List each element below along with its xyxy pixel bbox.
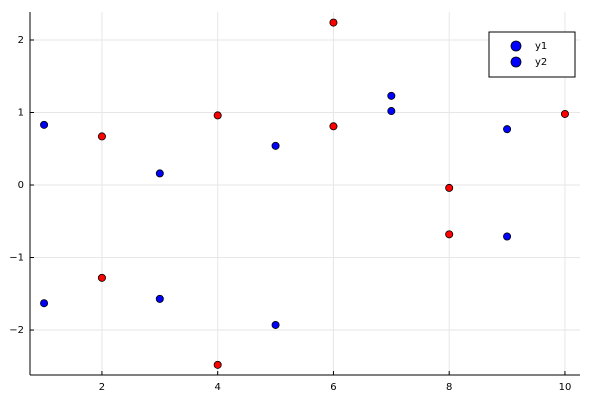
point bbox=[213, 111, 222, 120]
point bbox=[445, 230, 454, 239]
point bbox=[213, 360, 222, 369]
y-tick-label: 0 bbox=[18, 180, 24, 191]
point bbox=[97, 273, 106, 282]
y-tick-label: −1 bbox=[9, 253, 24, 264]
point bbox=[329, 122, 338, 131]
y-tick-label: 1 bbox=[18, 108, 24, 119]
x-tick-label: 10 bbox=[559, 382, 572, 393]
legend-marker bbox=[510, 40, 522, 52]
x-tick-label: 6 bbox=[330, 382, 336, 393]
point bbox=[40, 299, 49, 308]
y-tick-label: −2 bbox=[9, 325, 24, 336]
legend-marker bbox=[510, 56, 522, 68]
y-tick-label: 2 bbox=[18, 35, 24, 46]
point bbox=[560, 109, 569, 118]
point bbox=[97, 132, 106, 141]
point bbox=[387, 91, 396, 100]
x-tick-label: 4 bbox=[215, 382, 221, 393]
point bbox=[329, 18, 338, 27]
x-tick-label: 8 bbox=[446, 382, 452, 393]
point bbox=[155, 169, 164, 178]
point bbox=[271, 320, 280, 329]
x-tick-label: 2 bbox=[99, 382, 105, 393]
point bbox=[445, 183, 454, 192]
legend-box bbox=[488, 31, 576, 78]
legend-label: y1 bbox=[535, 41, 547, 52]
point bbox=[271, 141, 280, 150]
point bbox=[503, 232, 512, 241]
point bbox=[387, 107, 396, 116]
point bbox=[155, 294, 164, 303]
point bbox=[40, 120, 49, 129]
point bbox=[503, 125, 512, 134]
legend-label: y2 bbox=[535, 57, 547, 68]
